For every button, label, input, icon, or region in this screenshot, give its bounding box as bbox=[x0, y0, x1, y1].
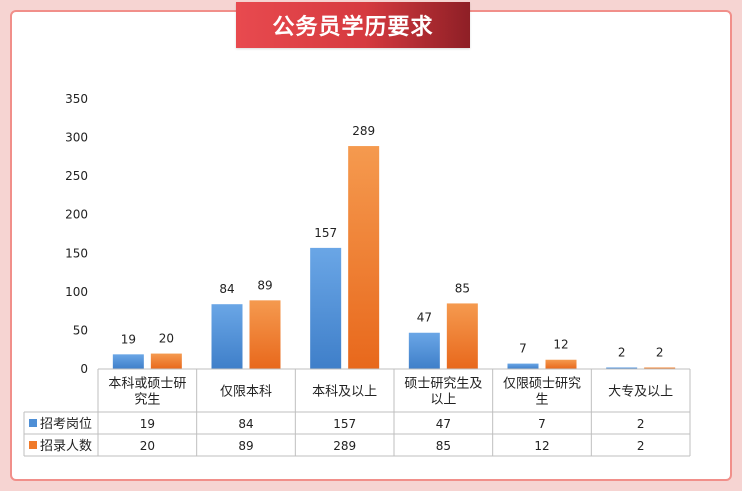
y-tick-label: 200 bbox=[65, 208, 88, 222]
bar-value-label: 19 bbox=[121, 332, 136, 346]
bar-value-label: 20 bbox=[159, 332, 174, 346]
chart-panel: 0 50 100 150 200 250 300 350 19 20 84 89 157 289 47 85 7… bbox=[10, 10, 732, 481]
bar-value-label: 85 bbox=[455, 281, 470, 295]
bar-hires bbox=[348, 146, 380, 369]
table-cell-value: 157 bbox=[333, 417, 356, 431]
bar-hires bbox=[446, 303, 478, 369]
table-cell-value: 2 bbox=[637, 417, 645, 431]
legend-swatch bbox=[29, 441, 37, 449]
x-tick-label: 究生 bbox=[134, 393, 160, 408]
y-tick-label: 350 bbox=[65, 92, 88, 106]
bar-positions bbox=[408, 332, 440, 369]
bar-value-label: 2 bbox=[618, 345, 626, 359]
bar-positions bbox=[606, 367, 638, 369]
x-tick-label: 本科或硕士研 bbox=[108, 377, 186, 392]
bar-value-label: 289 bbox=[352, 124, 375, 138]
table-cell-value: 289 bbox=[333, 439, 356, 453]
bar-hires bbox=[545, 359, 577, 369]
legend-label: 招录人数 bbox=[40, 439, 92, 454]
bar-hires bbox=[644, 367, 676, 369]
bar-positions bbox=[310, 247, 342, 369]
y-tick-label: 300 bbox=[65, 131, 88, 145]
table-cell-value: 7 bbox=[538, 417, 546, 431]
legend-label: 招考岗位 bbox=[40, 417, 92, 432]
legend-swatch bbox=[29, 419, 37, 427]
table-cell-value: 85 bbox=[436, 439, 451, 453]
x-tick-label: 仅限硕士研究 bbox=[503, 377, 581, 392]
table-cell-value: 2 bbox=[637, 439, 645, 453]
x-tick-label: 硕士研究生及 bbox=[404, 377, 482, 392]
bar-positions bbox=[507, 363, 539, 369]
bar-hires bbox=[150, 353, 182, 369]
x-tick-label: 以上 bbox=[430, 393, 456, 408]
table-cell-value: 12 bbox=[534, 439, 549, 453]
bar-value-label: 2 bbox=[656, 345, 664, 359]
bar-value-label: 157 bbox=[314, 226, 337, 240]
y-tick-label: 250 bbox=[65, 169, 88, 183]
y-tick-label: 0 bbox=[80, 362, 88, 376]
x-tick-label: 仅限本科 bbox=[220, 385, 272, 400]
bar-value-label: 89 bbox=[257, 278, 272, 292]
table-cell-value: 19 bbox=[140, 417, 155, 431]
table-cell-value: 20 bbox=[140, 439, 155, 453]
chart-title: 公务员学历要求 bbox=[272, 15, 434, 40]
x-tick-label: 本科及以上 bbox=[312, 385, 377, 400]
table-cell-value: 47 bbox=[436, 417, 451, 431]
bar-value-label: 84 bbox=[219, 282, 234, 296]
bar-value-label: 7 bbox=[519, 342, 527, 356]
y-tick-label: 150 bbox=[65, 246, 88, 260]
table-cell-value: 89 bbox=[238, 439, 253, 453]
x-tick-label: 大专及以上 bbox=[608, 385, 673, 400]
x-tick-label: 生 bbox=[535, 393, 548, 408]
y-tick-label: 50 bbox=[73, 323, 88, 337]
bar-hires bbox=[249, 300, 281, 369]
table-cell-value: 84 bbox=[238, 417, 253, 431]
bar-value-label: 12 bbox=[553, 338, 568, 352]
bar-value-label: 47 bbox=[417, 311, 432, 325]
title-banner: 公务员学历要求 bbox=[236, 2, 470, 48]
y-tick-label: 100 bbox=[65, 285, 88, 299]
bar-positions bbox=[112, 354, 144, 369]
bar-positions bbox=[211, 304, 243, 369]
